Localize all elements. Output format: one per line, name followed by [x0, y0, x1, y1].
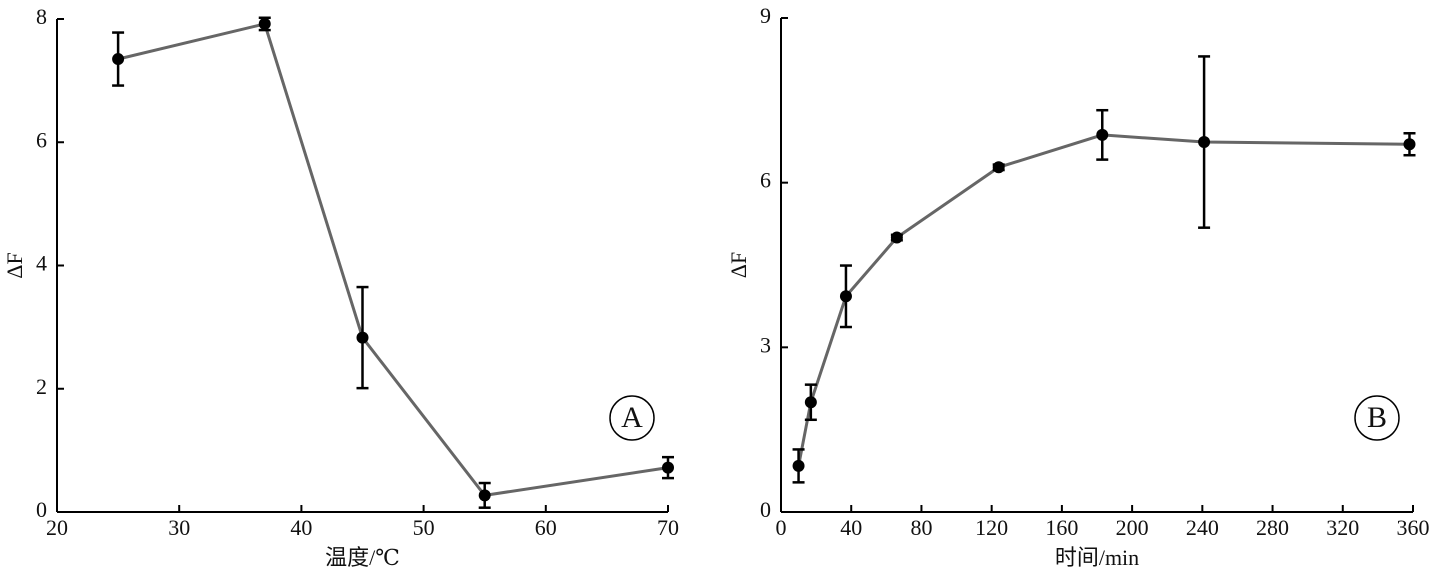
- x-tick-label: 320: [1326, 515, 1359, 540]
- data-point: [1403, 138, 1416, 151]
- data-point: [804, 396, 817, 409]
- annotation-circle: [1354, 395, 1400, 441]
- y-tick-label: 4: [36, 251, 47, 276]
- annotation: A: [621, 401, 643, 434]
- data-point: [1096, 128, 1109, 141]
- data-point: [662, 461, 674, 474]
- data-point: [112, 53, 125, 66]
- x-tick-label: 70: [657, 515, 679, 540]
- y-axis-label: ΔF: [726, 252, 751, 278]
- y-tick-label: 9: [760, 3, 771, 28]
- x-tick-label: 0: [776, 515, 787, 540]
- x-tick-label: 30: [168, 515, 190, 540]
- y-tick-label: 8: [36, 4, 47, 29]
- x-tick-label: 80: [910, 515, 932, 540]
- annotation: B: [1367, 401, 1387, 434]
- data-point: [258, 17, 271, 30]
- x-tick-label: 160: [1045, 515, 1078, 540]
- x-tick-label: 20: [46, 515, 68, 540]
- y-tick-label: 6: [36, 127, 47, 152]
- data-point: [478, 489, 491, 502]
- x-tick-label: 240: [1186, 515, 1219, 540]
- y-tick-label: 0: [36, 497, 47, 522]
- x-tick-label: 280: [1256, 515, 1289, 540]
- data-line: [797, 133, 1410, 467]
- x-tick-label: 360: [1397, 515, 1430, 540]
- y-tick-label: 3: [760, 332, 771, 357]
- annotation-circle: [609, 395, 655, 441]
- x-tick-label: 200: [1116, 515, 1149, 540]
- data-point: [1198, 136, 1211, 149]
- x-axis-label: 温度/℃: [325, 545, 400, 570]
- x-tick-label: 50: [413, 515, 435, 540]
- y-axis-label: ΔF: [2, 252, 27, 278]
- data-line: [117, 22, 669, 497]
- data-point: [356, 331, 369, 344]
- y-tick-label: 6: [760, 168, 771, 193]
- data-point: [792, 459, 805, 472]
- x-tick-label: 40: [840, 515, 862, 540]
- x-tick-label: 120: [975, 515, 1008, 540]
- x-tick-label: 60: [535, 515, 557, 540]
- data-point: [992, 161, 1005, 174]
- data-point: [890, 231, 903, 244]
- y-tick-label: 0: [760, 497, 771, 522]
- x-axis-label: 时间/min: [1055, 545, 1139, 570]
- data-point: [839, 290, 852, 303]
- x-tick-label: 40: [290, 515, 312, 540]
- y-tick-label: 2: [36, 374, 47, 399]
